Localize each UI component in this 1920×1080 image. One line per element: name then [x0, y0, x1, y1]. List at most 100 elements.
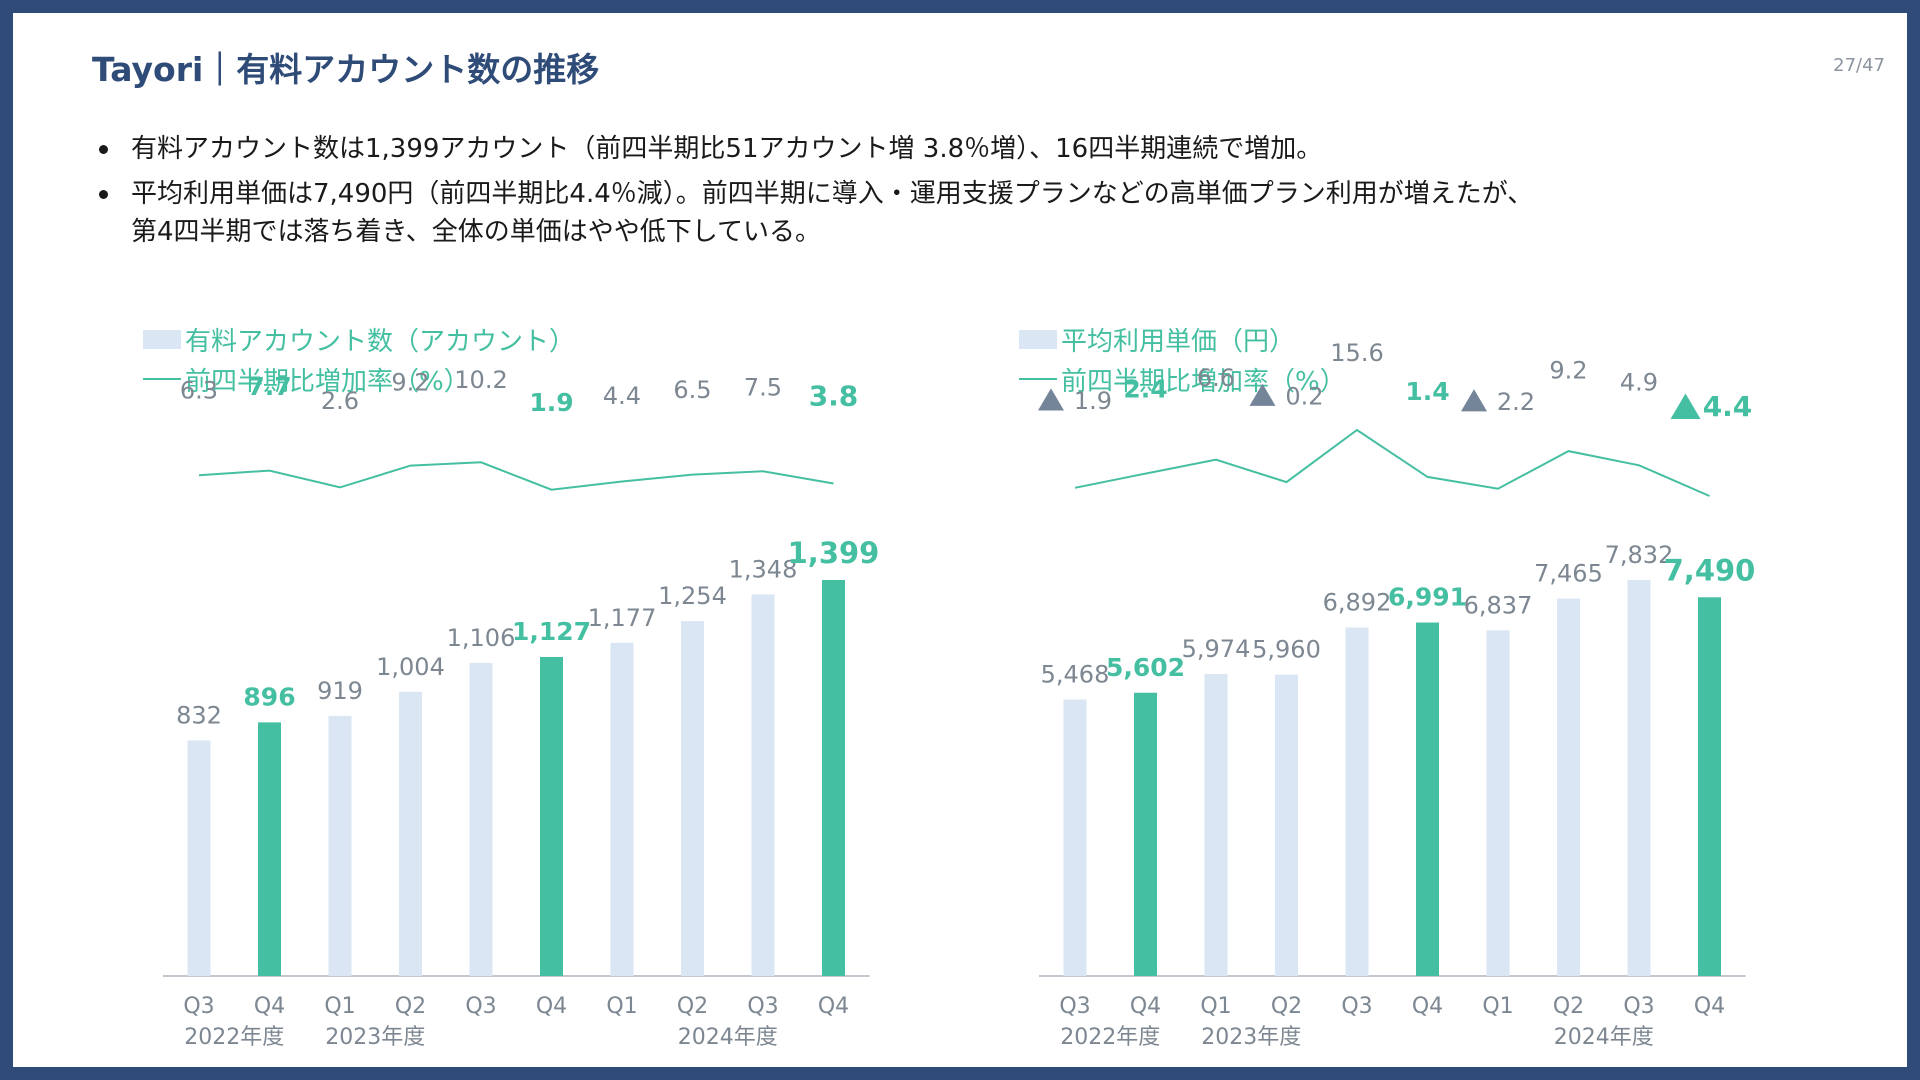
bar [328, 715, 352, 976]
chart-legend: 有料アカウント数（アカウント） 前四半期比増加率（%） [143, 319, 575, 399]
x-tick-label: Q3 [183, 994, 214, 1019]
growth-rate-label: 2.4 [1123, 374, 1167, 403]
bar-value-label: 5,602 [1106, 653, 1185, 682]
bar [1134, 692, 1157, 976]
bar-value-label: 6,991 [1388, 583, 1467, 612]
legend-line-label: 前四半期比増加率（%） [185, 366, 470, 397]
page-title: Tayori｜有料アカウント数の推移 [92, 50, 600, 89]
bar-value-label: 5,974 [1182, 635, 1251, 663]
x-tick-label: Q3 [747, 994, 778, 1019]
x-tick-label: Q4 [1130, 994, 1161, 1019]
growth-rate-label: 1.4 [1405, 377, 1449, 406]
bar-value-label: 5,468 [1041, 661, 1110, 689]
bar-value-label: 1,177 [588, 604, 657, 632]
bar [1416, 622, 1439, 976]
chart-legend: 平均利用単価（円） 前四半期比増加率（%） [1019, 319, 1346, 399]
bar [1063, 699, 1087, 976]
bar [610, 642, 634, 976]
legend-bar-label: 平均利用単価（円） [1061, 326, 1296, 357]
growth-rate-label: 6.5 [673, 376, 711, 404]
bar [822, 580, 845, 976]
bar-value-label: 7,490 [1664, 553, 1756, 587]
bar-value-label: 896 [243, 682, 295, 711]
legend-bar-label: 有料アカウント数（アカウント） [185, 326, 576, 357]
growth-rate-line [198, 461, 834, 491]
growth-rate-label: 2.2 [1497, 388, 1535, 416]
average-unit-price-chart: 平均利用単価（円） 前四半期比増加率（%） 5,468 5,602 5,974 5,9… [1019, 313, 1809, 1073]
growth-rate-label: 9.2 [1549, 357, 1587, 385]
growth-rate-label: 3.8 [809, 380, 859, 413]
bar-value-label: 1,127 [512, 617, 591, 646]
x-tick-label: Q3 [1059, 994, 1090, 1019]
x-tick-label: Q4 [536, 994, 567, 1019]
fiscal-year-label: 2023年度 [325, 1025, 425, 1050]
legend-item-bar: 有料アカウント数（アカウント） [143, 319, 575, 359]
bar [1486, 630, 1510, 976]
fiscal-year-label: 2024年度 [678, 1025, 778, 1050]
bar [681, 621, 704, 976]
x-tick-label: Q2 [1271, 994, 1302, 1019]
growth-rate-label: 9.2 [391, 369, 429, 397]
decrease-triangle-icon [1249, 383, 1276, 406]
x-tick-label: Q1 [1482, 994, 1513, 1019]
growth-rate-label: 15.6 [1330, 339, 1383, 367]
growth-rate-label: 6.3 [180, 377, 218, 405]
x-tick-label: Q1 [606, 994, 637, 1019]
bar-value-label: 1,004 [376, 653, 445, 681]
legend-item-bar: 平均利用単価（円） [1019, 319, 1346, 359]
bar [540, 656, 563, 976]
decrease-triangle-icon [1670, 393, 1701, 419]
bar [1698, 597, 1721, 976]
bar-value-label: 7,465 [1534, 560, 1603, 588]
bar [1557, 598, 1580, 976]
bar-value-label: 1,254 [658, 582, 727, 610]
bar-value-label: 6,837 [1464, 591, 1533, 619]
bar-value-label: 1,399 [788, 536, 880, 570]
growth-rate-label: 1.9 [529, 388, 573, 417]
bar [399, 691, 422, 976]
bar-value-label: 1,348 [729, 555, 798, 583]
legend-item-line: 前四半期比増加率（%） [143, 359, 575, 399]
legend-item-line: 前四半期比増加率（%） [1019, 359, 1346, 399]
growth-rate-label: 0.2 [1285, 382, 1323, 410]
fiscal-year-label: 2024年度 [1554, 1025, 1654, 1050]
growth-rate-label: 7.5 [744, 373, 782, 401]
bar-value-label: 919 [317, 677, 363, 705]
x-tick-label: Q3 [465, 994, 496, 1019]
fiscal-year-label: 2022年度 [1060, 1025, 1160, 1050]
fiscal-year-label: 2022年度 [184, 1025, 284, 1050]
x-tick-label: Q2 [1553, 994, 1584, 1019]
growth-rate-label: 10.2 [454, 366, 507, 394]
legend-line-label: 前四半期比増加率（%） [1061, 366, 1346, 397]
legend-line-swatch [1019, 378, 1057, 380]
growth-rate-label: 2.6 [321, 387, 359, 415]
bar-value-label: 1,106 [447, 624, 516, 652]
legend-bar-swatch [1019, 329, 1057, 349]
growth-rate-label: 6.6 [1197, 364, 1235, 392]
bar-value-label: 832 [176, 701, 222, 729]
bar [751, 594, 775, 976]
bullet-item: 有料アカウント数は1,399アカウント（前四半期比51アカウント増 3.8％増）… [97, 130, 1847, 168]
growth-rate-line [1074, 428, 1710, 497]
bullet-item: 平均利用単価は7,490円（前四半期比4.4％減）。前四半期に導入・運用支援プラ… [97, 175, 1847, 251]
growth-rate-label: 4.9 [1620, 368, 1658, 396]
paid-accounts-chart: 有料アカウント数（アカウント） 前四半期比増加率（%） 832 896 919 1,0… [143, 313, 933, 1073]
x-tick-label: Q4 [1412, 994, 1443, 1019]
bullet-list: 有料アカウント数は1,399アカウント（前四半期比51アカウント増 3.8％増）… [97, 130, 1847, 258]
bar [469, 662, 493, 976]
page-number: 27/47 [1833, 55, 1885, 76]
x-tick-label: Q4 [1694, 994, 1725, 1019]
x-tick-label: Q2 [395, 994, 426, 1019]
bar-value-label: 5,960 [1252, 636, 1321, 664]
x-tick-label: Q2 [677, 994, 708, 1019]
fiscal-year-label: 2023年度 [1201, 1025, 1301, 1050]
bar [1275, 674, 1298, 976]
growth-rate-label: 4.4 [1703, 390, 1753, 423]
bar [1345, 627, 1369, 976]
growth-rate-label: 7.7 [247, 372, 291, 401]
x-tick-label: Q4 [254, 994, 285, 1019]
growth-rate-label: 4.4 [603, 382, 641, 410]
